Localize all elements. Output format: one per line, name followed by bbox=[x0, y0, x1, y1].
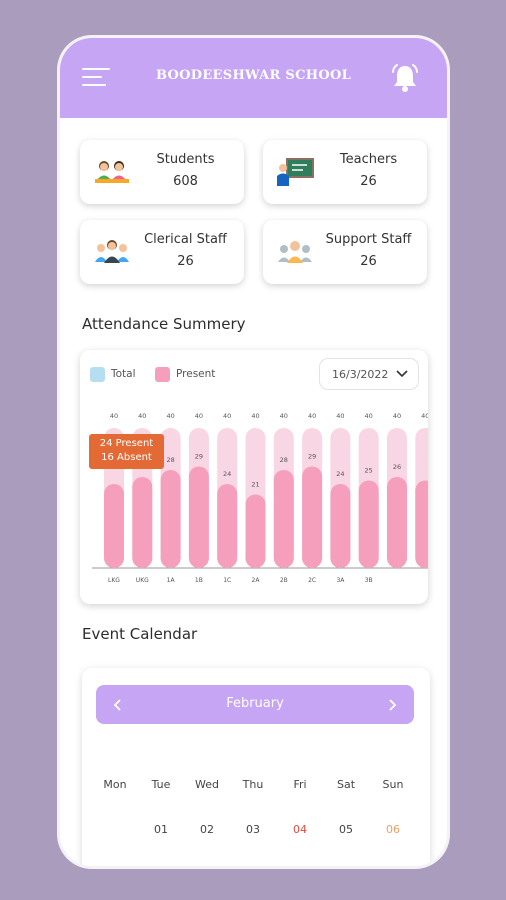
bar-total-label: 40 bbox=[223, 412, 231, 420]
x-tick-label: 1B bbox=[195, 577, 203, 584]
weekday-label: Tue bbox=[151, 778, 171, 791]
present-bar[interactable] bbox=[132, 477, 153, 568]
weekday-label: Mon bbox=[103, 778, 127, 791]
present-bar[interactable] bbox=[387, 477, 407, 568]
present-bar[interactable] bbox=[415, 480, 428, 569]
calendar-day[interactable]: 03 bbox=[246, 823, 260, 836]
students-card[interactable]: Students 608 bbox=[80, 140, 244, 204]
students-count: 608 bbox=[173, 174, 198, 189]
legend-present-swatch bbox=[155, 367, 170, 382]
clerical-staff-label: Clerical Staff bbox=[144, 232, 227, 247]
month-header: February bbox=[96, 685, 414, 724]
month-label: February bbox=[226, 696, 284, 711]
x-tick-label: LKG bbox=[108, 577, 120, 584]
bar-total-label: 40 bbox=[336, 412, 344, 420]
calendar-day[interactable]: 02 bbox=[200, 823, 214, 836]
prev-month-chevron-icon[interactable] bbox=[108, 695, 128, 715]
attendance-chart-card: Total Present 16/3/2022 40 LKG 40 UKG 40 28 1A… bbox=[80, 350, 428, 604]
next-month-chevron-icon[interactable] bbox=[382, 695, 402, 715]
bar-total-label: 40 bbox=[365, 412, 373, 420]
support-staff-count: 26 bbox=[360, 254, 377, 269]
event-calendar-title: Event Calendar bbox=[82, 625, 198, 643]
chevron-down-icon bbox=[396, 370, 408, 378]
selected-date: 16/3/2022 bbox=[332, 368, 389, 381]
calendar-day[interactable]: 05 bbox=[339, 823, 353, 836]
bar-total-label: 40 bbox=[393, 412, 401, 420]
app-header: BOODEESHWAR SCHOOL bbox=[60, 38, 447, 118]
legend-total-swatch bbox=[90, 367, 105, 382]
school-title: BOODEESHWAR SCHOOL bbox=[155, 68, 352, 83]
bar-present-label: 28 bbox=[166, 456, 174, 464]
weekday-label: Fri bbox=[293, 778, 307, 791]
bar-present-label: 29 bbox=[308, 453, 316, 461]
bar-total-label: 40 bbox=[280, 412, 288, 420]
present-bar[interactable] bbox=[302, 466, 323, 569]
bar-present-label: 28 bbox=[280, 456, 288, 464]
notification-bell-icon[interactable] bbox=[389, 62, 421, 96]
present-bar[interactable] bbox=[188, 466, 209, 569]
bar-present-label: 25 bbox=[365, 467, 373, 475]
attendance-tooltip: 24 Present 16 Absent bbox=[89, 434, 164, 469]
hamburger-menu-icon[interactable] bbox=[82, 68, 110, 88]
present-bar[interactable] bbox=[245, 494, 266, 569]
teachers-count: 26 bbox=[360, 174, 377, 189]
present-bar[interactable] bbox=[273, 470, 294, 568]
legend-total-label: Total bbox=[111, 368, 136, 380]
clerical-staff-count: 26 bbox=[177, 254, 194, 269]
bar-present-label: 24 bbox=[336, 470, 344, 478]
x-tick-label: 3A bbox=[336, 577, 345, 584]
students-label: Students bbox=[156, 152, 215, 167]
students-icon bbox=[92, 156, 132, 188]
bar-present-label: 29 bbox=[195, 453, 203, 461]
bar-present-label: 26 bbox=[393, 463, 401, 471]
weekday-label: Sun bbox=[382, 778, 404, 791]
present-bar[interactable] bbox=[160, 470, 181, 568]
present-bar[interactable] bbox=[358, 480, 379, 569]
support-staff-label: Support Staff bbox=[325, 232, 412, 247]
calendar-day[interactable]: 01 bbox=[154, 823, 168, 836]
clerical-staff-card[interactable]: Clerical Staff 26 bbox=[80, 220, 244, 284]
date-dropdown[interactable]: 16/3/2022 bbox=[319, 358, 419, 390]
teachers-label: Teachers bbox=[339, 152, 398, 167]
phone-screen: BOODEESHWAR SCHOOL Students 608 bbox=[60, 38, 447, 866]
x-tick-label: 3B bbox=[365, 577, 373, 584]
support-staff-icon bbox=[275, 236, 315, 268]
bar-total-label: 40 bbox=[195, 412, 203, 420]
clerical-staff-icon bbox=[92, 236, 132, 268]
calendar-day[interactable]: 06 bbox=[386, 823, 400, 836]
weekday-label: Wed bbox=[195, 778, 219, 791]
x-tick-label: 2A bbox=[252, 577, 261, 584]
support-staff-card[interactable]: Support Staff 26 bbox=[263, 220, 427, 284]
bar-total-label: 40 bbox=[166, 412, 174, 420]
x-tick-label: UKG bbox=[136, 577, 149, 584]
attendance-bar-chart: 40 LKG 40 UKG 40 28 1A 40 29 1B 40 24 1C 40 21 2A 40 28 2B… bbox=[92, 412, 428, 584]
attendance-title: Attendance Summery bbox=[82, 315, 246, 333]
present-bar[interactable] bbox=[330, 484, 351, 568]
bar-total-label: 40 bbox=[138, 412, 146, 420]
bar-present-label: 21 bbox=[251, 481, 259, 489]
x-tick-label: 1C bbox=[223, 577, 231, 584]
tooltip-present: 24 Present bbox=[99, 438, 154, 449]
legend-present-label: Present bbox=[176, 368, 216, 380]
bar-total-label: 40 bbox=[308, 412, 316, 420]
event-calendar-card: February Mon Tue Wed Thu Fri Sat Sun 01 02 03 04 05… bbox=[82, 668, 430, 866]
x-tick-label: 1A bbox=[167, 577, 176, 584]
present-bar[interactable] bbox=[104, 484, 124, 568]
calendar-day[interactable]: 04 bbox=[293, 823, 307, 836]
present-bar[interactable] bbox=[217, 484, 238, 568]
x-tick-label: 2C bbox=[308, 577, 316, 584]
bar-total-label: 40 bbox=[251, 412, 259, 420]
tooltip-absent: 16 Absent bbox=[101, 452, 152, 463]
x-tick-label: 2B bbox=[280, 577, 288, 584]
teachers-card[interactable]: Teachers 26 bbox=[263, 140, 427, 204]
weekday-label: Sat bbox=[336, 778, 356, 791]
weekday-label: Thu bbox=[242, 778, 264, 791]
bar-present-label: 24 bbox=[223, 470, 231, 478]
teacher-board-icon bbox=[275, 156, 315, 188]
bar-total-label: 40 bbox=[421, 412, 428, 420]
bar-total-label: 40 bbox=[110, 412, 118, 420]
